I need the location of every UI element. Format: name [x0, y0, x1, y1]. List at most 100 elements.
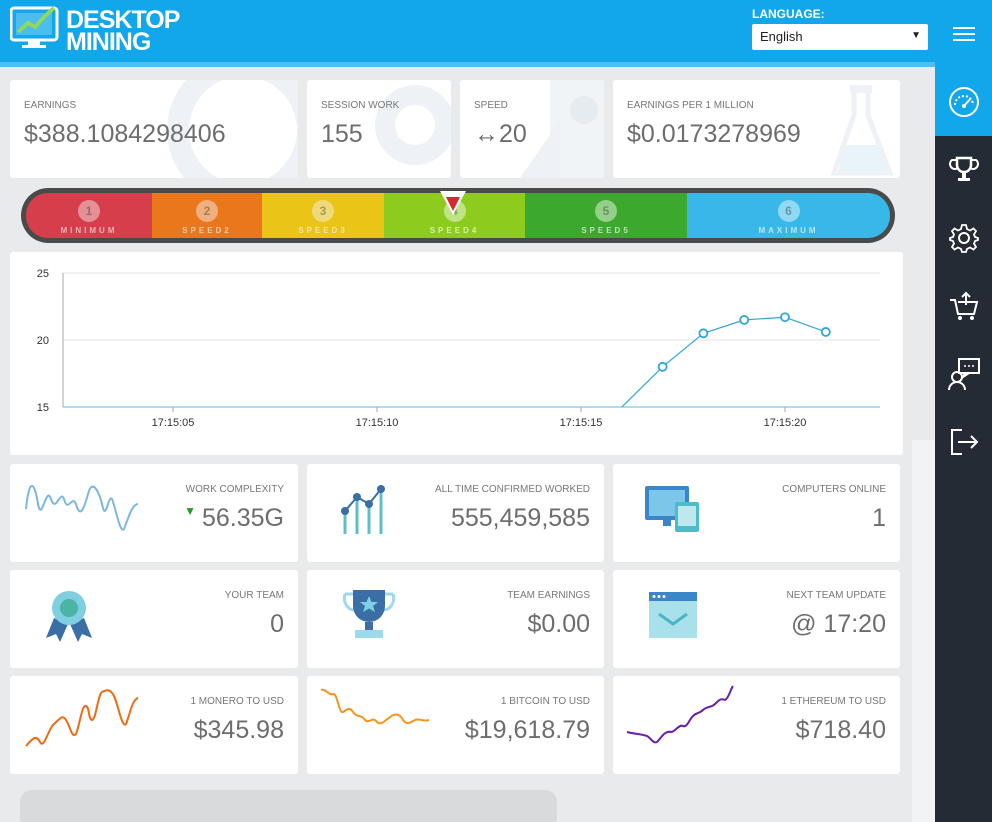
hashrate-chart: 15 20 25 17:15:05 17:15:10 17:15:15 17:15:20: [10, 252, 903, 455]
work-complexity-value: ▼ 56.35G: [184, 504, 284, 533]
speed-dim-overlay: [26, 193, 384, 238]
y-tick-label: 25: [37, 268, 49, 280]
bitcoin-label: 1 BITCOIN TO USD: [500, 696, 590, 707]
chart-data-point: [698, 328, 709, 339]
devices-icon: [645, 486, 699, 532]
speed-level-name: SPEED2: [182, 226, 232, 235]
background-panel: [912, 440, 935, 822]
award-ribbon-icon: [46, 591, 92, 642]
speed-card: SPEED ↔20: [460, 80, 604, 178]
ethereum-sparkline-icon: [626, 685, 734, 744]
speed-value: ↔20: [474, 120, 527, 148]
dropdown-arrow-icon: ▼: [911, 30, 921, 41]
bar-chart-icon: [341, 485, 385, 534]
browser-window-icon: [649, 592, 697, 638]
all-time-confirmed-value: 555,459,585: [450, 504, 590, 532]
flask-watermark-icon: [830, 85, 894, 176]
speed-level-number: 5: [595, 200, 617, 222]
chart-data-point: [820, 327, 831, 337]
chart-data-point: [739, 315, 750, 325]
your-team-card: YOUR TEAM 0: [10, 570, 298, 668]
x-tick-label: 17:15:20: [764, 417, 807, 429]
speed-level-name: SPEED3: [298, 226, 348, 235]
top-header: DESKTOP MINING LANGUAGE: English ▼: [0, 0, 935, 62]
speed-level-name: MAXIMUM: [758, 226, 819, 235]
header-accent-strip: [0, 62, 935, 67]
bitcoin-value: $19,618.79: [464, 716, 590, 744]
session-work-value: 155: [321, 120, 363, 148]
speed-level-5[interactable]: 5 SPEED5: [525, 193, 687, 238]
complexity-sparkline-icon: [25, 484, 139, 531]
right-sidebar: [935, 0, 992, 822]
background-monitor-shape: [20, 790, 557, 822]
speed-level-1[interactable]: 1 MINIMUM: [26, 193, 152, 238]
chart-series-line: [621, 316, 827, 408]
speed-level-2[interactable]: 2 SPEED2: [152, 193, 262, 238]
work-complexity-number: 56.35G: [201, 504, 284, 532]
your-team-value: 0: [270, 610, 284, 638]
your-team-label: YOUR TEAM: [224, 590, 284, 601]
speed-marker-handle[interactable]: [438, 189, 468, 219]
session-work-card: SESSION WORK 155: [307, 80, 451, 178]
trophy-cup-icon: [342, 590, 396, 638]
bitcoin-card: 1 BITCOIN TO USD $19,618.79: [307, 676, 604, 774]
x-tick-label: 17:15:05: [152, 417, 195, 429]
ethereum-label: 1 ETHEREUM TO USD: [781, 696, 886, 707]
computers-online-value: 1: [872, 504, 886, 532]
sidebar-item-support[interactable]: [935, 340, 992, 408]
logout-icon: [950, 429, 978, 455]
trend-down-arrow-icon: ▼: [184, 504, 196, 518]
speed-track: 1 MINIMUM 2 SPEED2 3 SPEED3 4 SPEED4 5 S…: [26, 193, 890, 238]
session-work-label: SESSION WORK: [321, 100, 400, 111]
team-earnings-card: TEAM EARNINGS $0.00: [307, 570, 604, 668]
earnings-card: EARNINGS $388.1084298406: [10, 80, 298, 178]
menu-toggle-button[interactable]: [935, 0, 992, 68]
earnings-per-million-label: EARNINGS PER 1 MILLION: [627, 100, 754, 111]
language-select[interactable]: English ▼: [752, 24, 928, 50]
language-label: LANGUAGE:: [752, 7, 825, 21]
monero-value: $345.98: [193, 716, 284, 744]
work-complexity-card: WORK COMPLEXITY ▼ 56.35G: [10, 464, 298, 562]
sidebar-item-dashboard[interactable]: [935, 68, 992, 136]
sidebar-item-logout[interactable]: [935, 408, 992, 476]
settings-gear-icon: [948, 224, 979, 253]
x-tick-label: 17:15:15: [560, 417, 603, 429]
monero-sparkline-icon: [25, 689, 139, 747]
speed-selector[interactable]: 1 MINIMUM 2 SPEED2 3 SPEED3 4 SPEED4 5 S…: [21, 188, 895, 243]
speed-level-number: 6: [777, 200, 800, 222]
sidebar-item-settings[interactable]: [935, 204, 992, 272]
monero-card: 1 MONERO TO USD $345.98: [10, 676, 298, 774]
speed-level-number: 2: [196, 200, 218, 222]
earnings-label: EARNINGS: [24, 100, 77, 111]
sidebar-item-shop[interactable]: [935, 272, 992, 340]
earnings-value: $388.1084298406: [24, 120, 226, 148]
work-complexity-label: WORK COMPLEXITY: [185, 484, 284, 495]
speed-level-name: SPEED4: [429, 226, 480, 235]
speed-label: SPEED: [474, 100, 508, 111]
gear-watermark-icon: [375, 85, 451, 165]
team-earnings-value: $0.00: [527, 610, 590, 638]
hashrate-chart-svg: 15 20 25 17:15:05 17:15:10 17:15:15 17:15:20: [37, 268, 880, 429]
speed-level-6[interactable]: 6 MAXIMUM: [687, 193, 890, 238]
speed-level-3[interactable]: 3 SPEED3: [262, 193, 384, 238]
earnings-per-million-card: EARNINGS PER 1 MILLION $0.0173278969: [613, 80, 900, 178]
team-earnings-label: TEAM EARNINGS: [507, 590, 590, 601]
next-team-update-card: NEXT TEAM UPDATE @ 17:20: [613, 570, 900, 668]
desktop-mining-logo[interactable]: DESKTOP MINING: [9, 5, 190, 56]
monero-label: 1 MONERO TO USD: [190, 696, 284, 707]
logo-line1: DESKTOP: [66, 6, 180, 34]
language-selected-value: English: [760, 29, 803, 44]
monitor-logo-icon: [9, 6, 59, 48]
logo-line2: MINING: [66, 28, 151, 56]
hamburger-menu-icon: [952, 27, 975, 41]
next-team-update-value: @ 17:20: [791, 610, 886, 638]
sidebar-item-achievements[interactable]: [935, 136, 992, 204]
all-time-confirmed-card: ALL TIME CONFIRMED WORKED 555,459,585: [307, 464, 604, 562]
speed-level-number: 3: [312, 200, 334, 222]
speed-watermark-icon: [520, 80, 604, 178]
chart-data-point: [780, 312, 790, 323]
x-tick-label: 17:15:10: [356, 417, 399, 429]
next-team-update-label: NEXT TEAM UPDATE: [786, 590, 886, 601]
computers-online-card: COMPUTERS ONLINE 1: [613, 464, 900, 562]
speed-level-name: MINIMUM: [60, 226, 118, 235]
